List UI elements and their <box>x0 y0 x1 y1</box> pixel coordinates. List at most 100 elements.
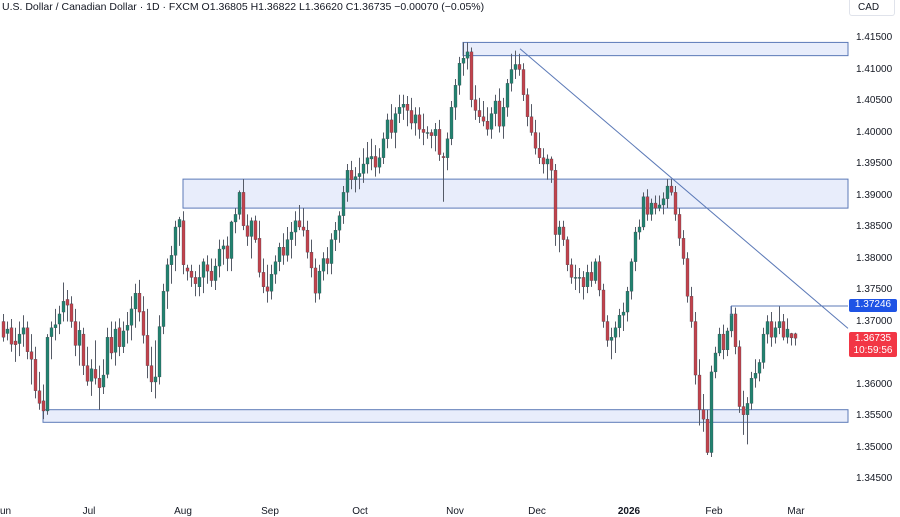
candle-down <box>41 400 46 412</box>
candle-up <box>345 170 350 193</box>
candle-down <box>81 333 86 366</box>
candle-up <box>401 104 406 108</box>
candle-up <box>221 245 226 250</box>
candle-down <box>701 409 706 420</box>
candle-down <box>537 148 542 158</box>
candle-up <box>753 373 758 379</box>
candle-down <box>677 214 682 239</box>
candle-up <box>153 376 158 383</box>
candle-down <box>409 110 414 124</box>
candle-down <box>517 64 522 70</box>
candle-down <box>549 158 554 171</box>
price-tick: 1.35000 <box>856 441 893 453</box>
candle-up <box>657 204 662 209</box>
candle-down <box>253 220 258 240</box>
candle-up <box>173 226 178 256</box>
candle-up <box>57 313 62 325</box>
currency-button[interactable]: CAD <box>849 0 895 16</box>
candle-down <box>789 333 794 339</box>
candle-down <box>669 185 674 193</box>
candle-up <box>785 328 790 338</box>
candle-up <box>717 333 722 354</box>
candle-up <box>573 277 578 279</box>
candle-down <box>281 247 286 256</box>
candle-down <box>305 229 310 253</box>
candle-up <box>285 239 290 256</box>
candle-down <box>145 335 150 366</box>
candle-down <box>389 119 394 133</box>
candle-up <box>317 270 322 294</box>
candle-up <box>121 330 126 347</box>
candle-down <box>697 374 702 410</box>
time-tick: Mar <box>787 506 805 517</box>
candle-up <box>729 313 734 332</box>
candle-up <box>129 308 134 326</box>
candle-up <box>61 301 66 313</box>
candle-down <box>325 258 330 264</box>
candle-up <box>49 327 54 337</box>
candle-down <box>737 346 742 407</box>
candle-up <box>453 85 458 108</box>
candle-down <box>13 340 18 345</box>
candle-down <box>373 156 378 168</box>
candle-down <box>205 264 210 272</box>
candle-up <box>161 291 166 327</box>
symbol-legend: U.S. Dollar / Canadian Dollar · 1D · FXC… <box>2 1 485 13</box>
candle-up <box>5 328 10 334</box>
candle-up <box>333 229 338 240</box>
candle-down <box>117 327 122 347</box>
price-tick: 1.37000 <box>856 315 893 327</box>
candle-up <box>713 352 718 373</box>
candle-down <box>469 51 474 100</box>
candle-up <box>273 261 278 275</box>
candle-up <box>725 330 730 351</box>
candle-up <box>413 114 418 124</box>
candle-up <box>269 274 274 292</box>
candle-up <box>629 261 634 292</box>
candle-down <box>405 104 410 111</box>
candle-up <box>749 378 754 404</box>
candle-up <box>213 265 218 281</box>
last-price-value: 1.36735 <box>854 333 892 344</box>
price-tick: 1.40000 <box>856 126 893 138</box>
candle-up <box>777 321 782 328</box>
candle-down <box>741 406 746 415</box>
price-tick: 1.37500 <box>856 284 893 295</box>
candle-up <box>89 368 94 382</box>
candle-down <box>689 296 694 322</box>
candle-up <box>649 202 654 215</box>
candle-down <box>441 156 446 158</box>
candle-down <box>769 321 774 338</box>
candle-down <box>141 311 146 336</box>
candle-down <box>705 418 710 453</box>
candle-down <box>437 129 442 155</box>
candle-down <box>301 226 306 231</box>
candle-up <box>125 325 130 331</box>
candle-down <box>149 365 154 383</box>
candle-down <box>597 261 602 291</box>
candle-down <box>497 100 502 127</box>
candle-down <box>349 170 354 180</box>
candle-down <box>693 321 698 376</box>
price-tick: 1.36000 <box>856 378 893 390</box>
candle-down <box>109 337 114 354</box>
candle-down <box>565 239 570 265</box>
candle-up <box>17 333 22 344</box>
candle-down <box>9 327 14 345</box>
mid-resistance-zone <box>182 178 849 209</box>
time-tick: Nov <box>446 506 464 517</box>
candle-down <box>261 272 266 287</box>
candle-down <box>721 333 726 351</box>
candle-up <box>45 337 50 412</box>
candle-up <box>329 239 334 264</box>
candle-down <box>25 327 30 352</box>
candle-up <box>489 113 494 130</box>
candle-up <box>761 333 766 363</box>
candle-down <box>37 390 42 404</box>
price-tick: 1.41000 <box>856 63 893 75</box>
candle-down <box>673 192 678 215</box>
candle-down <box>97 378 102 388</box>
candle-down <box>521 69 526 95</box>
candle-up <box>585 272 590 287</box>
